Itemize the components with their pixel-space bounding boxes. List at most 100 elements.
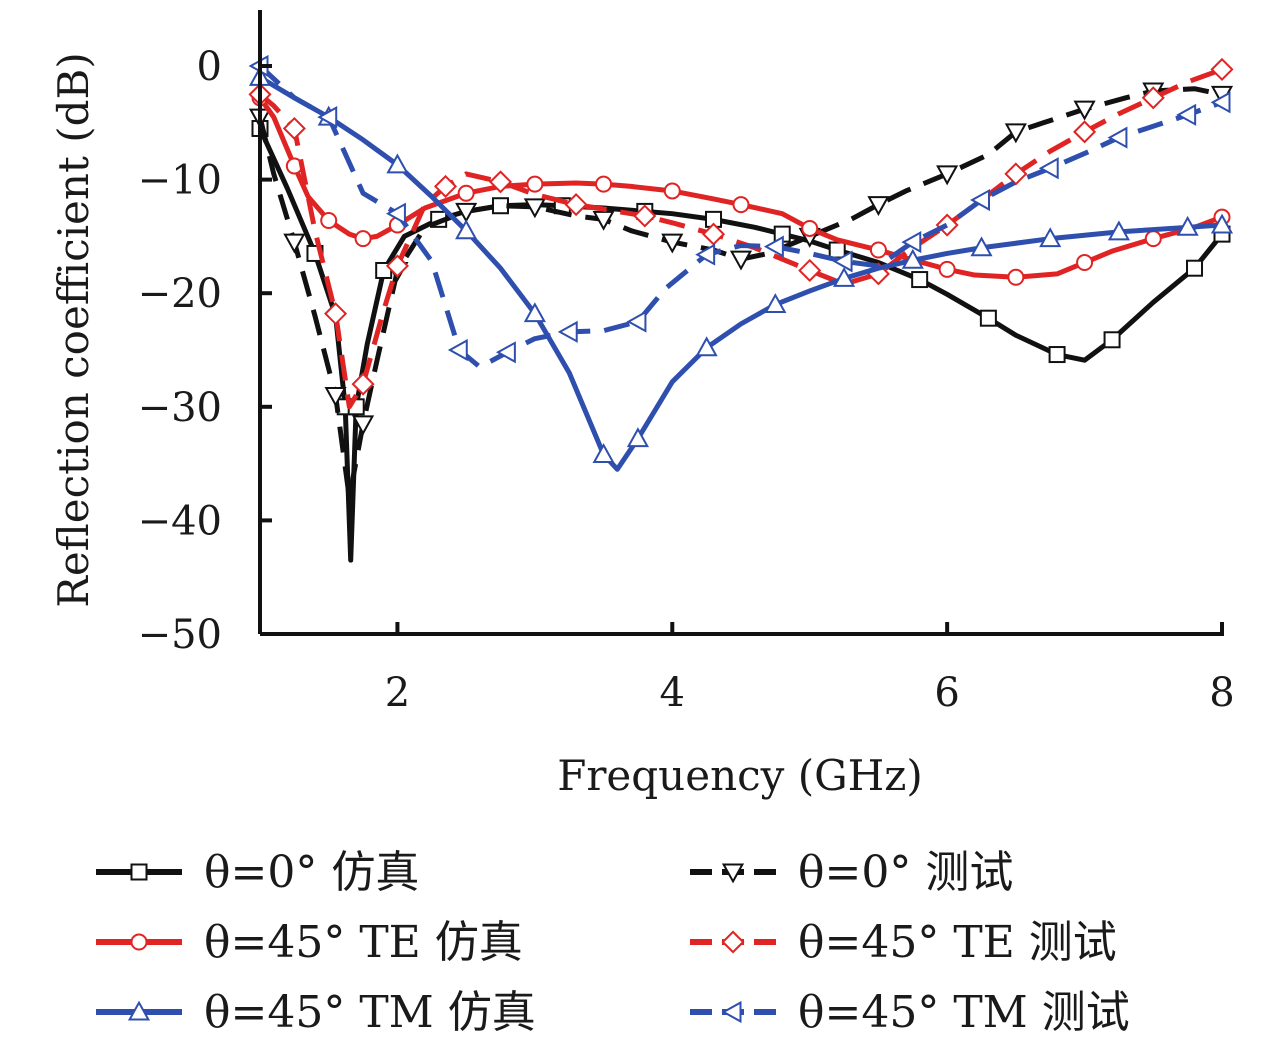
data-point-marker [869, 241, 887, 259]
x-tick-label: 8 [1209, 670, 1234, 716]
data-point-marker [721, 1000, 742, 1024]
data-point-marker [433, 174, 458, 198]
legend-entry: θ=45° TE 仿真 [96, 917, 523, 968]
data-point-marker [320, 211, 338, 229]
data-point-marker [351, 415, 375, 436]
data-point-marker [324, 386, 347, 407]
data-point-marker [832, 266, 856, 287]
legend-label: θ=45° TM 仿真 [204, 987, 536, 1038]
data-point-marker [1210, 213, 1234, 234]
axes: 0 −10 −20 −30 −40 −50 2 4 6 8 [138, 10, 1235, 716]
data-point-marker [592, 210, 615, 231]
data-point-marker [455, 219, 478, 240]
data-point-marker [447, 338, 468, 362]
series-line [258, 64, 1223, 370]
series-1 [251, 119, 1231, 563]
data-point-marker [1076, 254, 1094, 272]
data-point-marker [721, 863, 745, 884]
data-point-marker [557, 320, 578, 343]
data-point-marker [1176, 103, 1197, 126]
legend-entry: θ=45° TE 测试 [690, 917, 1117, 968]
legend-label: θ=45° TE 测试 [798, 917, 1117, 968]
plot-area [248, 54, 1234, 563]
legend-entry: θ=0° 仿真 [96, 847, 419, 898]
data-point-marker [828, 241, 846, 259]
data-point-marker [1103, 331, 1121, 349]
data-point-marker [526, 175, 544, 193]
data-point-marker [936, 165, 959, 186]
data-point-marker [317, 106, 338, 129]
data-point-marker [495, 341, 516, 364]
data-point-marker [1210, 57, 1234, 81]
legend-label: θ=0° 测试 [798, 847, 1013, 898]
data-point-marker [970, 188, 990, 212]
y-tick-label: −40 [138, 498, 222, 544]
data-point-marker [324, 302, 348, 326]
data-point-marker [1210, 91, 1231, 114]
data-point-marker [1073, 120, 1097, 144]
data-point-marker [386, 153, 409, 174]
data-point-marker [351, 372, 375, 396]
data-point-marker [938, 260, 956, 278]
legend-entry: θ=45° TM 仿真 [96, 987, 536, 1038]
x-tick-label: 6 [934, 670, 959, 716]
data-point-marker [832, 250, 853, 273]
data-point-marker [492, 197, 509, 215]
data-point-marker [911, 271, 929, 289]
data-point-marker [701, 222, 726, 246]
data-point-marker [1048, 346, 1066, 364]
x-axis-title: Frequency (GHz) [557, 751, 923, 800]
y-tick-label: −10 [138, 158, 222, 204]
data-point-marker [695, 336, 718, 357]
legend-entry: θ=0° 测试 [690, 847, 1013, 898]
legend: θ=0° 仿真 θ=45° TE 仿真 θ=45° TM 仿真 θ=0° 测试 θ=45… [96, 847, 1130, 1038]
data-point-marker [385, 202, 406, 225]
data-point-marker [1073, 100, 1096, 121]
series-3 [251, 89, 1231, 286]
data-point-marker [523, 198, 546, 219]
series-5 [248, 65, 1234, 472]
y-axis-title: Reflection coefficient (dB) [49, 52, 98, 607]
series-line [257, 127, 1224, 563]
data-point-marker [732, 196, 750, 214]
data-point-marker [1107, 220, 1131, 241]
legend-entry: θ=45° TM 测试 [690, 987, 1130, 1038]
data-point-marker [867, 196, 890, 217]
series-4 [248, 57, 1234, 410]
data-point-marker [1144, 230, 1162, 248]
data-point-marker [626, 427, 650, 448]
data-point-marker [354, 230, 372, 248]
data-point-marker [130, 933, 148, 951]
data-point-marker [721, 930, 745, 954]
data-point-marker [1004, 162, 1028, 186]
data-point-marker [457, 184, 475, 202]
data-point-marker [595, 175, 613, 193]
legend-label: θ=45° TM 测试 [798, 987, 1130, 1038]
data-point-marker [1141, 86, 1165, 110]
data-point-marker [626, 310, 647, 333]
data-point-marker [663, 182, 681, 200]
data-point-marker [1039, 227, 1062, 248]
data-point-marker [592, 443, 615, 464]
legend-label: θ=0° 仿真 [204, 847, 419, 898]
data-point-marker [1038, 157, 1059, 180]
y-tick-label: −20 [138, 271, 222, 317]
data-point-marker [763, 235, 784, 258]
data-point-marker [1007, 268, 1025, 286]
series-line [257, 86, 1223, 501]
data-point-marker [798, 258, 822, 283]
data-point-marker [1176, 215, 1199, 236]
data-point-marker [488, 170, 513, 194]
data-point-marker [1107, 126, 1128, 149]
data-point-marker [661, 233, 684, 254]
data-point-marker [455, 202, 478, 223]
data-point-marker [695, 243, 716, 266]
data-point-marker [1186, 259, 1204, 277]
legend-label: θ=45° TE 仿真 [204, 917, 523, 968]
x-tick-label: 2 [385, 670, 410, 716]
data-point-marker [970, 236, 993, 257]
data-point-marker [901, 248, 924, 269]
y-tick-label: −30 [138, 385, 222, 431]
data-point-marker [385, 254, 409, 278]
data-point-marker [901, 231, 922, 254]
